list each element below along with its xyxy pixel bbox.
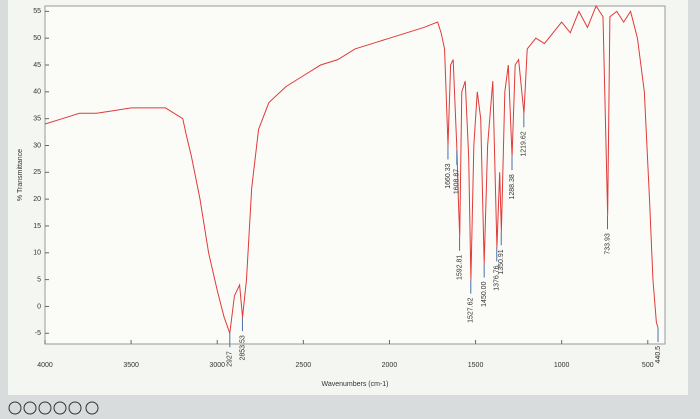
peak-label: 1608.87 (454, 169, 461, 194)
y-tick-label: 0 (37, 303, 41, 310)
peak-label: 1592.81 (456, 255, 463, 280)
y-tick-label: 40 (33, 89, 41, 96)
peak-label: 1527.62 (468, 298, 475, 323)
peak-label: 1288.38 (509, 174, 516, 199)
y-tick-label: 5 (37, 276, 41, 283)
spectrum-line (44, 4, 659, 334)
x-axis-label: Wavenumbers (cm-1) (321, 381, 388, 388)
peak-label: 733.93 (604, 233, 611, 255)
tool-icon[interactable] (68, 401, 82, 415)
x-tick-label: 3500 (123, 362, 139, 369)
y-axis-label: % Transmittance (17, 149, 24, 201)
y-tick-label: 20 (33, 196, 41, 203)
peak-label: 1376.76 (494, 265, 501, 290)
x-tick-label: 1000 (554, 362, 570, 369)
y-tick-label: 45 (33, 62, 41, 69)
y-tick-label: -5 (35, 330, 41, 337)
y-tick-label: 10 (33, 250, 41, 257)
peak-label: 2927 (227, 351, 234, 367)
y-tick-label: 30 (33, 142, 41, 149)
x-tick-label: 1500 (468, 362, 484, 369)
y-tick-label: 50 (33, 35, 41, 42)
x-tick-label: 4000 (37, 362, 53, 369)
tool-icon[interactable] (53, 401, 67, 415)
x-tick-label: 2500 (296, 362, 312, 369)
y-tick-label: 25 (33, 169, 41, 176)
y-tick-label: 15 (33, 223, 41, 230)
tool-icon[interactable] (85, 401, 99, 415)
tool-icon[interactable] (23, 401, 37, 415)
peak-label: 2853.53 (239, 335, 246, 360)
peak-label: 1350.91 (498, 249, 505, 274)
toolbar (8, 401, 99, 415)
peak-label: 1660.33 (445, 163, 452, 188)
peak-label: 440.5 (655, 346, 662, 364)
tool-icon[interactable] (8, 401, 22, 415)
x-tick-label: 500 (642, 362, 654, 369)
peak-label: 1450.00 (481, 281, 488, 306)
y-tick-label: 35 (33, 116, 41, 123)
x-tick-label: 3000 (209, 362, 225, 369)
plot-area (44, 5, 666, 345)
y-tick-label: 55 (33, 8, 41, 15)
peak-label: 1219.62 (521, 131, 528, 156)
tool-icon[interactable] (38, 401, 52, 415)
x-tick-label: 2000 (382, 362, 398, 369)
